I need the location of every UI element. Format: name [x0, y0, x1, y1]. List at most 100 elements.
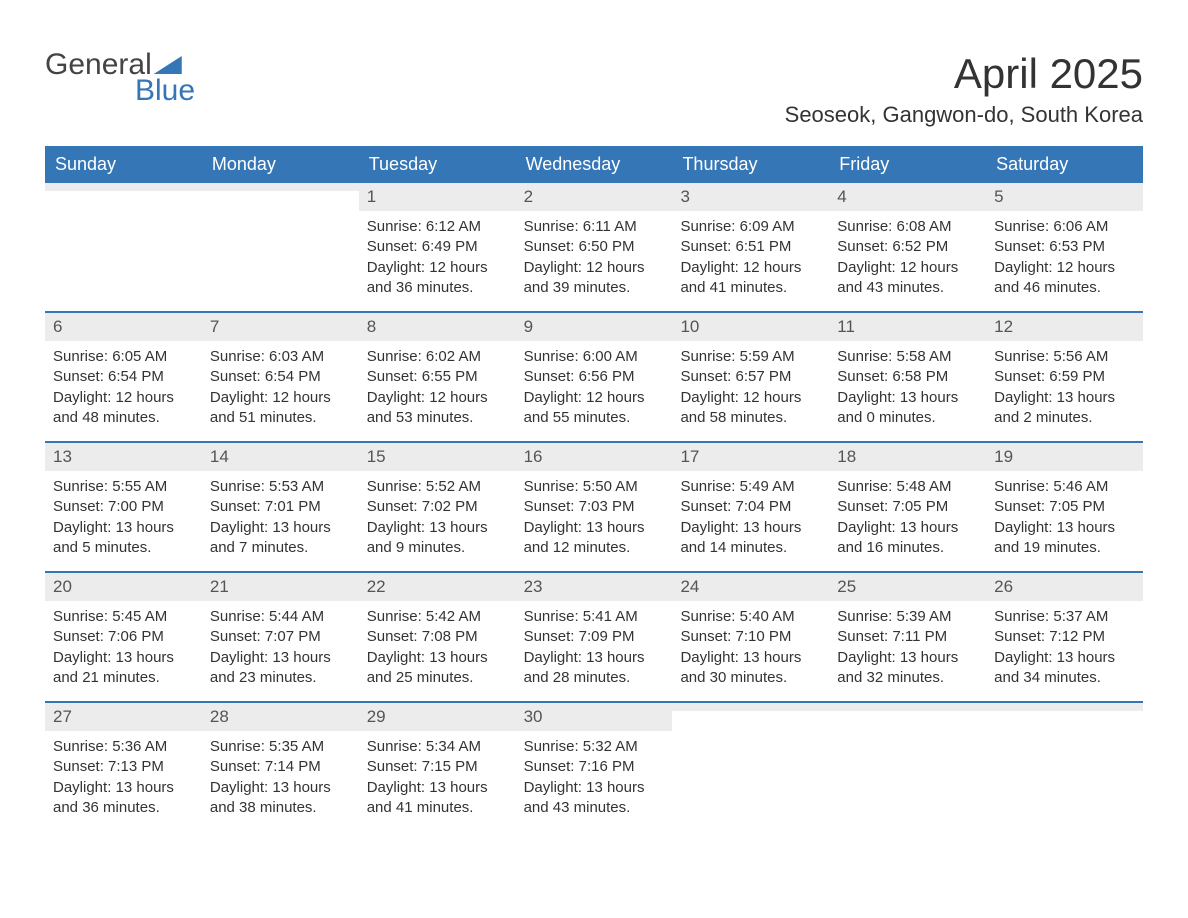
day-number: 27: [45, 703, 202, 731]
calendar-day: [202, 183, 359, 311]
day-details: Sunrise: 6:00 AMSunset: 6:56 PMDaylight:…: [516, 341, 673, 438]
day-number: 23: [516, 573, 673, 601]
sunset-text: Sunset: 7:14 PM: [210, 757, 351, 777]
sunrise-text: Sunrise: 5:45 AM: [53, 607, 194, 627]
day-details: Sunrise: 5:52 AMSunset: 7:02 PMDaylight:…: [359, 471, 516, 568]
sunrise-text: Sunrise: 5:52 AM: [367, 477, 508, 497]
calendar-day: 22Sunrise: 5:42 AMSunset: 7:08 PMDayligh…: [359, 573, 516, 701]
day-details: Sunrise: 5:45 AMSunset: 7:06 PMDaylight:…: [45, 601, 202, 698]
daylight-text: Daylight: 13 hours and 7 minutes.: [210, 518, 351, 559]
daylight-text: Daylight: 12 hours and 41 minutes.: [680, 258, 821, 299]
calendar-day: 29Sunrise: 5:34 AMSunset: 7:15 PMDayligh…: [359, 703, 516, 831]
day-number: 14: [202, 443, 359, 471]
sunset-text: Sunset: 6:57 PM: [680, 367, 821, 387]
calendar-day: 23Sunrise: 5:41 AMSunset: 7:09 PMDayligh…: [516, 573, 673, 701]
day-number: 8: [359, 313, 516, 341]
sunset-text: Sunset: 7:16 PM: [524, 757, 665, 777]
calendar-day: 24Sunrise: 5:40 AMSunset: 7:10 PMDayligh…: [672, 573, 829, 701]
day-number: 17: [672, 443, 829, 471]
calendar-week: 6Sunrise: 6:05 AMSunset: 6:54 PMDaylight…: [45, 311, 1143, 441]
daylight-text: Daylight: 13 hours and 14 minutes.: [680, 518, 821, 559]
sunrise-text: Sunrise: 6:06 AM: [994, 217, 1135, 237]
calendar-day: 27Sunrise: 5:36 AMSunset: 7:13 PMDayligh…: [45, 703, 202, 831]
calendar-week: 1Sunrise: 6:12 AMSunset: 6:49 PMDaylight…: [45, 183, 1143, 311]
sunset-text: Sunset: 7:03 PM: [524, 497, 665, 517]
calendar-week: 13Sunrise: 5:55 AMSunset: 7:00 PMDayligh…: [45, 441, 1143, 571]
daylight-text: Daylight: 13 hours and 32 minutes.: [837, 648, 978, 689]
day-number: 28: [202, 703, 359, 731]
calendar-day: [672, 703, 829, 831]
sunset-text: Sunset: 7:04 PM: [680, 497, 821, 517]
calendar-day: 5Sunrise: 6:06 AMSunset: 6:53 PMDaylight…: [986, 183, 1143, 311]
calendar-day: 26Sunrise: 5:37 AMSunset: 7:12 PMDayligh…: [986, 573, 1143, 701]
sunrise-text: Sunrise: 5:55 AM: [53, 477, 194, 497]
day-number: 1: [359, 183, 516, 211]
sunrise-text: Sunrise: 5:56 AM: [994, 347, 1135, 367]
daylight-text: Daylight: 12 hours and 48 minutes.: [53, 388, 194, 429]
sunset-text: Sunset: 7:13 PM: [53, 757, 194, 777]
day-details: Sunrise: 5:44 AMSunset: 7:07 PMDaylight:…: [202, 601, 359, 698]
calendar-day: 15Sunrise: 5:52 AMSunset: 7:02 PMDayligh…: [359, 443, 516, 571]
sunset-text: Sunset: 7:15 PM: [367, 757, 508, 777]
sunrise-text: Sunrise: 5:49 AM: [680, 477, 821, 497]
sunset-text: Sunset: 7:08 PM: [367, 627, 508, 647]
sunset-text: Sunset: 7:07 PM: [210, 627, 351, 647]
daylight-text: Daylight: 13 hours and 21 minutes.: [53, 648, 194, 689]
day-number: 7: [202, 313, 359, 341]
sunrise-text: Sunrise: 5:46 AM: [994, 477, 1135, 497]
day-details: Sunrise: 6:09 AMSunset: 6:51 PMDaylight:…: [672, 211, 829, 308]
daylight-text: Daylight: 13 hours and 25 minutes.: [367, 648, 508, 689]
calendar: Sunday Monday Tuesday Wednesday Thursday…: [45, 146, 1143, 831]
day-number: [672, 703, 829, 711]
day-details: Sunrise: 5:41 AMSunset: 7:09 PMDaylight:…: [516, 601, 673, 698]
calendar-day: 13Sunrise: 5:55 AMSunset: 7:00 PMDayligh…: [45, 443, 202, 571]
sunrise-text: Sunrise: 5:59 AM: [680, 347, 821, 367]
day-details: Sunrise: 5:49 AMSunset: 7:04 PMDaylight:…: [672, 471, 829, 568]
day-details: Sunrise: 5:37 AMSunset: 7:12 PMDaylight:…: [986, 601, 1143, 698]
calendar-day: 21Sunrise: 5:44 AMSunset: 7:07 PMDayligh…: [202, 573, 359, 701]
calendar-day: 14Sunrise: 5:53 AMSunset: 7:01 PMDayligh…: [202, 443, 359, 571]
day-details: Sunrise: 6:03 AMSunset: 6:54 PMDaylight:…: [202, 341, 359, 438]
day-details: Sunrise: 5:40 AMSunset: 7:10 PMDaylight:…: [672, 601, 829, 698]
day-details: Sunrise: 5:53 AMSunset: 7:01 PMDaylight:…: [202, 471, 359, 568]
day-details: Sunrise: 5:58 AMSunset: 6:58 PMDaylight:…: [829, 341, 986, 438]
daylight-text: Daylight: 12 hours and 53 minutes.: [367, 388, 508, 429]
calendar-day: 1Sunrise: 6:12 AMSunset: 6:49 PMDaylight…: [359, 183, 516, 311]
sunrise-text: Sunrise: 6:03 AM: [210, 347, 351, 367]
day-number: 11: [829, 313, 986, 341]
sunrise-text: Sunrise: 5:40 AM: [680, 607, 821, 627]
month-title: April 2025: [785, 50, 1143, 98]
calendar-day: 12Sunrise: 5:56 AMSunset: 6:59 PMDayligh…: [986, 313, 1143, 441]
day-number: 21: [202, 573, 359, 601]
day-details: Sunrise: 5:35 AMSunset: 7:14 PMDaylight:…: [202, 731, 359, 828]
calendar-day: 11Sunrise: 5:58 AMSunset: 6:58 PMDayligh…: [829, 313, 986, 441]
sunrise-text: Sunrise: 6:08 AM: [837, 217, 978, 237]
day-details: Sunrise: 5:56 AMSunset: 6:59 PMDaylight:…: [986, 341, 1143, 438]
sunset-text: Sunset: 7:06 PM: [53, 627, 194, 647]
sunset-text: Sunset: 6:49 PM: [367, 237, 508, 257]
sunset-text: Sunset: 7:00 PM: [53, 497, 194, 517]
header: General Blue April 2025 Seoseok, Gangwon…: [45, 50, 1143, 128]
sunset-text: Sunset: 6:54 PM: [53, 367, 194, 387]
calendar-day: 17Sunrise: 5:49 AMSunset: 7:04 PMDayligh…: [672, 443, 829, 571]
daylight-text: Daylight: 13 hours and 19 minutes.: [994, 518, 1135, 559]
day-details: Sunrise: 5:32 AMSunset: 7:16 PMDaylight:…: [516, 731, 673, 828]
sunset-text: Sunset: 7:10 PM: [680, 627, 821, 647]
location-subtitle: Seoseok, Gangwon-do, South Korea: [785, 102, 1143, 128]
day-details: Sunrise: 5:36 AMSunset: 7:13 PMDaylight:…: [45, 731, 202, 828]
calendar-day: [45, 183, 202, 311]
daylight-text: Daylight: 13 hours and 16 minutes.: [837, 518, 978, 559]
weekday-header-row: Sunday Monday Tuesday Wednesday Thursday…: [45, 146, 1143, 183]
sunset-text: Sunset: 6:54 PM: [210, 367, 351, 387]
sunrise-text: Sunrise: 5:41 AM: [524, 607, 665, 627]
calendar-day: 18Sunrise: 5:48 AMSunset: 7:05 PMDayligh…: [829, 443, 986, 571]
calendar-day: [986, 703, 1143, 831]
calendar-week: 27Sunrise: 5:36 AMSunset: 7:13 PMDayligh…: [45, 701, 1143, 831]
daylight-text: Daylight: 13 hours and 43 minutes.: [524, 778, 665, 819]
sunrise-text: Sunrise: 5:58 AM: [837, 347, 978, 367]
weekday-header: Thursday: [672, 146, 829, 183]
day-number: 30: [516, 703, 673, 731]
sunrise-text: Sunrise: 5:32 AM: [524, 737, 665, 757]
day-number: 10: [672, 313, 829, 341]
sunrise-text: Sunrise: 6:05 AM: [53, 347, 194, 367]
